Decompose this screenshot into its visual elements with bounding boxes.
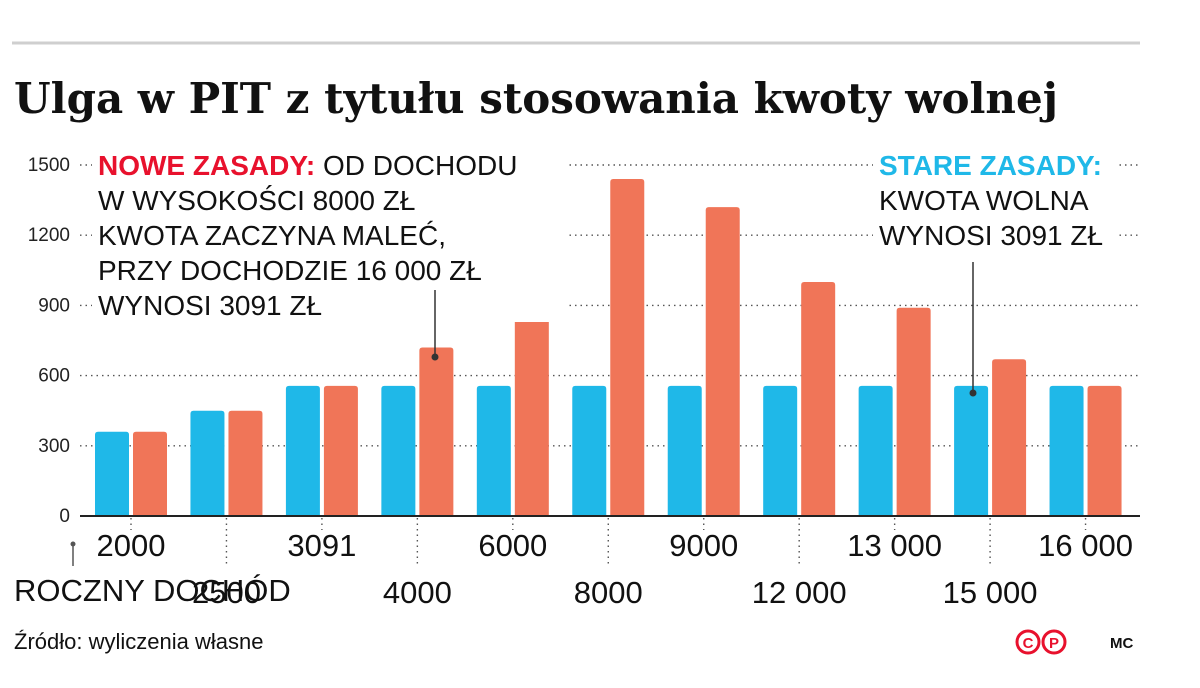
x-tick-label: 9000	[669, 528, 738, 563]
bar-nowe	[992, 359, 1027, 516]
annotation-nowe-pointer-dot	[431, 353, 439, 361]
annotation-nowe-line2: W WYSOKOŚCI 8000 ZŁ	[98, 184, 415, 216]
svg-text:C: C	[1023, 635, 1034, 652]
annotation-stare-lead: STARE ZASADY:	[879, 150, 1102, 181]
bar-nowe	[896, 307, 931, 516]
bar-stare	[572, 385, 607, 516]
bar-stare	[476, 385, 511, 516]
bar-stare	[1049, 385, 1084, 516]
svg-text:NOWE ZASADY: OD DOCHODU: NOWE ZASADY: OD DOCHODU	[98, 150, 517, 181]
x-tick-label: 2500	[192, 575, 261, 610]
bar-stare	[381, 385, 416, 516]
annotation-stare-zasady: STARE ZASADY: KWOTA WOLNA WYNOSI 3091 ZŁ	[873, 147, 1118, 397]
chart-title: Ulga w PIT z tytułu stosowania kwoty wol…	[14, 74, 1058, 123]
annotation-stare-pointer-dot	[969, 389, 977, 397]
x-tick-label: 12 000	[752, 575, 847, 610]
y-tick-label: 1500	[28, 155, 70, 176]
x-tick-label: 8000	[574, 575, 643, 610]
x-axis-ticks	[130, 518, 1087, 566]
y-tick-label: 900	[38, 295, 70, 316]
x-axis-title: ROCZNY DOCHÓD	[14, 573, 291, 608]
annotation-nowe-line4: PRZY DOCHODZIE 16 000 ZŁ	[98, 255, 482, 286]
bar-stare	[763, 385, 798, 516]
x-tick-label: 13 000	[847, 528, 942, 563]
copyright-logo: C P	[1015, 629, 1067, 655]
x-tick-label: 15 000	[943, 575, 1038, 610]
annotation-stare-line2: KWOTA WOLNA	[879, 185, 1089, 216]
bar-nowe	[801, 282, 836, 516]
bar-nowe	[610, 179, 645, 517]
bar-stare	[954, 385, 989, 516]
annotation-nowe-line1: OD DOCHODU	[315, 150, 517, 181]
source-text: Źródło: wyliczenia własne	[14, 629, 263, 654]
svg-text:P: P	[1049, 635, 1059, 652]
y-axis-ticks: 0 300 600 900 1200 1500	[28, 155, 70, 527]
bar-stare	[190, 410, 225, 516]
x-tick-label: 16 000	[1038, 528, 1133, 563]
x-axis-title-marker-dot	[70, 541, 76, 547]
bar-stare	[858, 385, 893, 516]
bar-nowe	[228, 410, 263, 516]
annotation-nowe-line3: KWOTA ZACZYNA MALEĆ,	[98, 220, 446, 251]
x-tick-label: 2000	[97, 528, 166, 563]
annotation-stare-line3: WYNOSI 3091 ZŁ	[879, 220, 1103, 251]
bar-nowe	[514, 263, 549, 516]
author-credit: MC	[1110, 635, 1133, 652]
annotation-nowe-lead: NOWE ZASADY:	[98, 150, 315, 181]
bar-nowe	[323, 385, 358, 516]
y-tick-label: 1200	[28, 225, 70, 246]
x-tick-label: 3091	[287, 528, 356, 563]
bar-nowe	[1087, 385, 1122, 516]
y-tick-label: 600	[38, 366, 70, 387]
annotation-nowe-line5: WYNOSI 3091 ZŁ	[98, 290, 322, 321]
bar-stare	[95, 431, 129, 516]
annotation-nowe-zasady: NOWE ZASADY: OD DOCHODU W WYSOKOŚCI 8000…	[92, 147, 567, 361]
x-tick-label: 4000	[383, 575, 452, 610]
bars	[95, 179, 1122, 517]
bar-stare	[285, 385, 320, 516]
x-tick-label: 6000	[478, 528, 547, 563]
bar-nowe	[705, 207, 740, 516]
y-tick-label: 0	[59, 506, 70, 527]
bar-nowe	[419, 347, 454, 516]
y-tick-label: 300	[38, 436, 70, 457]
bar-stare	[667, 385, 702, 516]
bar-nowe	[133, 431, 167, 516]
